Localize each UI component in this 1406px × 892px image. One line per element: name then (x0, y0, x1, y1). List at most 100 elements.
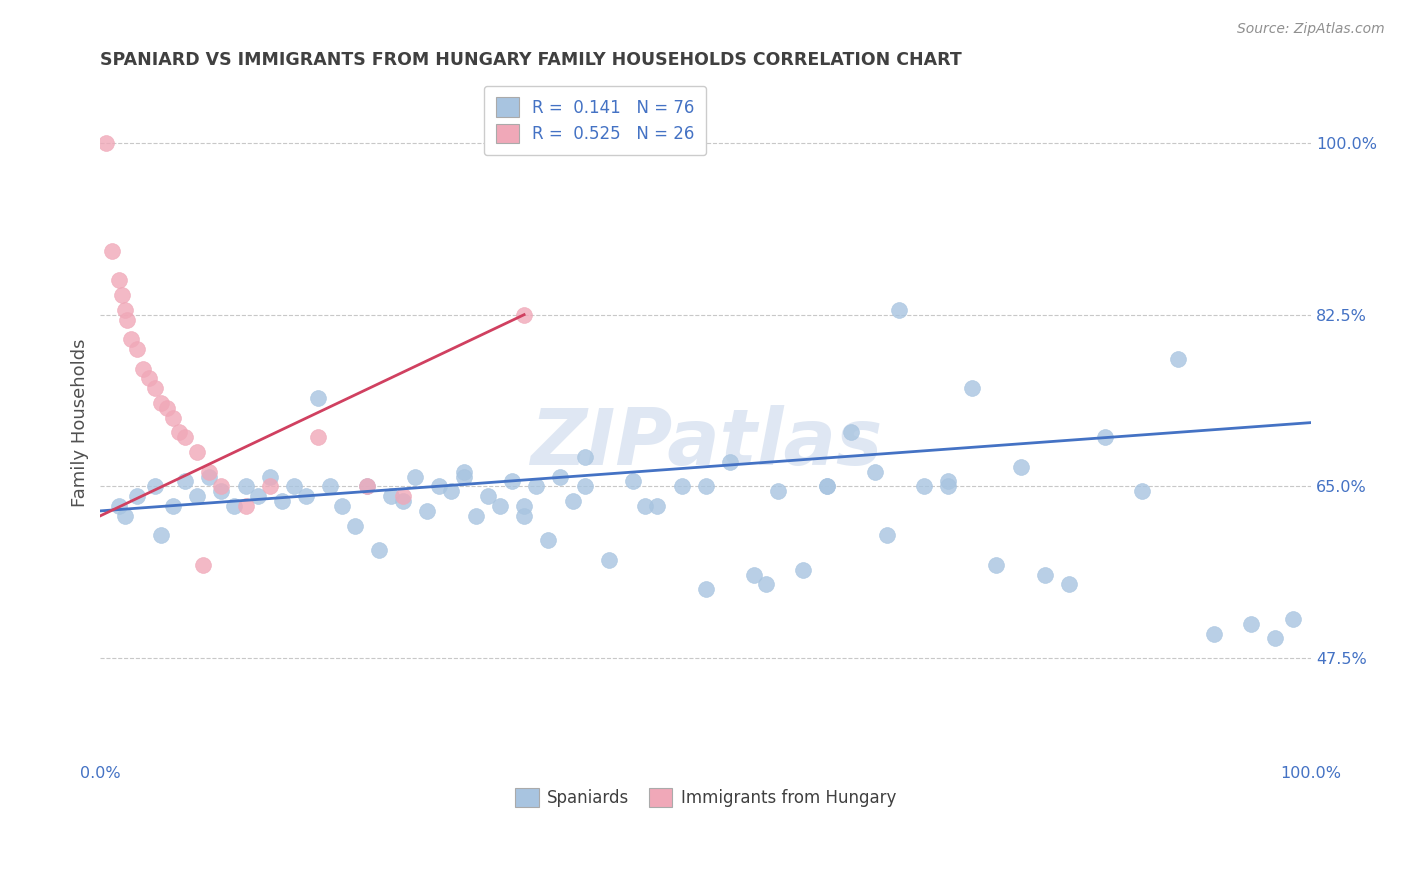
Point (120, 332, 142, 346)
Point (111, 288, 134, 302)
Point (453, 465, 475, 479)
Point (209, 479, 232, 493)
Point (380, 489, 402, 503)
Point (464, 508, 486, 523)
Point (1204, 626, 1226, 640)
Point (524, 479, 547, 493)
Point (889, 302, 911, 317)
Point (101, 244, 124, 258)
Point (695, 582, 717, 597)
Point (307, 430, 329, 444)
Text: ZIPatlas: ZIPatlas (530, 405, 882, 481)
Legend: Spaniards, Immigrants from Hungary: Spaniards, Immigrants from Hungary (509, 781, 903, 814)
Point (125, 489, 148, 503)
Point (440, 484, 463, 499)
Point (149, 396, 172, 410)
Point (198, 465, 221, 479)
Point (501, 475, 523, 489)
Point (513, 308, 536, 322)
Point (1264, 632, 1286, 646)
Point (1033, 567, 1056, 582)
Point (107, 499, 129, 513)
Point (755, 577, 778, 591)
Point (174, 430, 197, 444)
Point (162, 410, 184, 425)
Point (695, 479, 717, 493)
Point (416, 504, 439, 518)
Point (561, 494, 583, 508)
Point (209, 484, 232, 499)
Point (537, 533, 560, 548)
Point (259, 479, 281, 493)
Point (489, 499, 512, 513)
Point (1282, 612, 1305, 626)
Point (513, 499, 536, 513)
Point (427, 479, 450, 493)
Point (125, 342, 148, 356)
Point (1094, 430, 1116, 444)
Point (186, 489, 208, 503)
Point (742, 567, 765, 582)
Point (138, 371, 160, 385)
Point (392, 494, 415, 508)
Point (295, 489, 318, 503)
Point (343, 518, 366, 533)
Point (550, 469, 572, 483)
Point (513, 508, 536, 523)
Point (307, 391, 329, 405)
Point (186, 445, 208, 459)
Point (259, 469, 281, 483)
Point (115, 312, 138, 326)
Point (114, 508, 136, 523)
Point (162, 499, 184, 513)
Point (1057, 577, 1080, 591)
Point (936, 479, 959, 493)
Point (671, 479, 693, 493)
Text: SPANIARD VS IMMIGRANTS FROM HUNGARY FAMILY HOUSEHOLDS CORRELATION CHART: SPANIARD VS IMMIGRANTS FROM HUNGARY FAMI… (100, 51, 962, 69)
Point (246, 489, 269, 503)
Point (815, 479, 838, 493)
Point (1239, 616, 1261, 631)
Point (283, 479, 305, 493)
Point (876, 528, 898, 542)
Point (271, 494, 294, 508)
Point (174, 475, 197, 489)
Point (1010, 459, 1032, 474)
Point (198, 469, 221, 483)
Point (332, 499, 354, 513)
Point (193, 558, 215, 572)
Point (936, 475, 959, 489)
Point (912, 479, 935, 493)
Point (143, 479, 166, 493)
Point (574, 479, 596, 493)
Point (1130, 484, 1153, 499)
Point (143, 381, 166, 395)
Point (356, 479, 378, 493)
Point (367, 543, 389, 558)
Point (718, 455, 741, 469)
Point (96, 136, 118, 150)
Point (477, 489, 499, 503)
Point (356, 479, 378, 493)
Point (768, 484, 790, 499)
Point (598, 553, 620, 567)
Point (235, 499, 257, 513)
Point (392, 489, 415, 503)
Point (149, 528, 172, 542)
Point (453, 469, 475, 483)
Point (863, 465, 886, 479)
Point (574, 450, 596, 464)
Point (634, 499, 657, 513)
Point (156, 401, 179, 415)
Point (319, 479, 342, 493)
Point (792, 563, 814, 577)
Point (815, 479, 838, 493)
Point (235, 479, 257, 493)
Y-axis label: Family Households: Family Households (72, 338, 89, 507)
Point (404, 469, 426, 483)
Point (960, 381, 983, 395)
Point (645, 499, 668, 513)
Point (114, 302, 136, 317)
Point (222, 499, 245, 513)
Point (1167, 351, 1189, 366)
